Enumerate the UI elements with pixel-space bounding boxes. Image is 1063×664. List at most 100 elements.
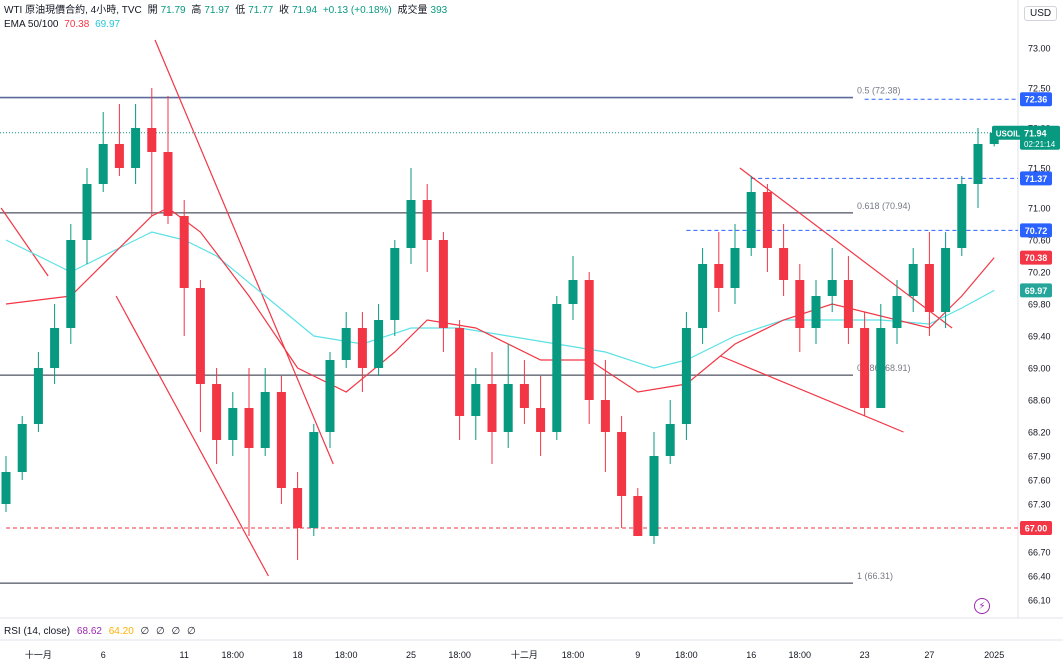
ema-label[interactable]: EMA 50/100	[4, 19, 59, 30]
price-tag-label: 70.38	[1025, 253, 1048, 263]
symbol-header: WTI 原油現價合約, 4小時, TVC 開 71.79 高 71.97 低 71.7…	[4, 5, 450, 17]
trendline	[154, 39, 334, 465]
candle-body	[244, 408, 254, 448]
price-tag-box	[1020, 171, 1052, 186]
rsi-ma-value: 64.20	[108, 626, 134, 637]
trendline	[739, 167, 953, 329]
candle-body	[309, 432, 319, 528]
y-tick-label: 68.20	[1028, 428, 1051, 438]
candle-body	[50, 328, 60, 368]
price-tag-box	[1020, 250, 1052, 265]
candle-body	[714, 264, 724, 288]
trendline	[720, 355, 904, 433]
trendline	[115, 295, 269, 577]
candle-body	[600, 400, 610, 432]
candle-body	[649, 456, 659, 536]
candle-body	[114, 144, 124, 168]
lightning-icon[interactable]: ⚡	[974, 598, 990, 614]
x-tick-label: 十一月	[25, 649, 52, 660]
candle-body	[746, 192, 756, 248]
candle-body	[17, 424, 27, 472]
y-tick-label: 66.10	[1028, 596, 1051, 606]
candle-body	[730, 248, 740, 288]
price-tag-box	[1020, 92, 1052, 107]
candle-body	[374, 320, 384, 368]
candle-body	[681, 328, 691, 424]
symbol-title[interactable]: WTI 原油現價合約, 4小時, TVC	[4, 5, 142, 16]
price-tag-label: 70.72	[1025, 226, 1048, 236]
price-tag-box	[1020, 283, 1052, 298]
x-tick-label: 2025	[984, 650, 1004, 660]
last-price-box	[1020, 125, 1060, 150]
candle-body	[438, 240, 448, 328]
x-tick-label: 18:00	[789, 650, 812, 660]
close-label: 收	[279, 5, 289, 16]
x-tick-label: 18:00	[335, 650, 358, 660]
fib-level-label: 1 (66.31)	[857, 571, 893, 581]
candle-body	[487, 384, 497, 432]
y-tick-label: 69.40	[1028, 332, 1051, 342]
y-tick-label: 67.90	[1028, 452, 1051, 462]
y-tick-label: 66.70	[1028, 548, 1051, 558]
candle-body	[552, 304, 562, 432]
candle-body	[357, 328, 367, 368]
currency-button[interactable]: USD	[1024, 6, 1058, 21]
candle-body	[617, 432, 627, 496]
candle-body	[131, 128, 141, 168]
y-tick-label: 68.60	[1028, 396, 1051, 406]
ema-header: EMA 50/100 70.38 69.97	[4, 19, 123, 31]
symbol-tag-label: USOIL	[996, 129, 1021, 138]
countdown-label: 02:21:14	[1024, 140, 1056, 149]
candle-body	[860, 328, 870, 408]
candle-body	[293, 488, 303, 528]
candle-body	[892, 296, 902, 328]
volume-label: 成交量	[397, 5, 428, 16]
candle-body	[503, 384, 513, 432]
ema100-value: 69.97	[95, 19, 121, 30]
close-value: 71.94	[292, 5, 318, 16]
rsi-header: RSI (14, close) 68.62 64.20 ∅ ∅ ∅ ∅	[4, 626, 200, 637]
candle-body	[876, 328, 886, 408]
volume-value: 393	[430, 5, 448, 16]
price-tag-label: 69.97	[1025, 286, 1048, 296]
candle-body	[228, 408, 238, 440]
x-tick-label: 23	[860, 650, 870, 660]
trendline	[0, 207, 49, 277]
candle-body	[908, 264, 918, 296]
x-tick-label: 18:00	[222, 650, 245, 660]
price-tag-label: 67.00	[1025, 524, 1048, 534]
open-label: 開	[147, 5, 158, 16]
high-label: 高	[191, 5, 202, 16]
x-tick-label: 11	[180, 650, 189, 660]
rsi-na-4: ∅	[187, 626, 196, 637]
fib-level-label: 0.5 (72.38)	[857, 86, 901, 96]
candle-body	[519, 384, 529, 408]
symbol-tag-box	[992, 125, 1024, 140]
rsi-label[interactable]: RSI (14, close)	[4, 626, 71, 637]
x-tick-label: 18:00	[675, 650, 698, 660]
rsi-na-1: ∅	[140, 626, 150, 637]
rsi-na-3: ∅	[171, 626, 181, 637]
open-value: 71.79	[160, 5, 186, 16]
candle-body	[633, 496, 643, 536]
x-tick-label: 27	[924, 650, 934, 660]
low-value: 71.77	[248, 5, 274, 16]
candle-body	[66, 240, 76, 328]
y-tick-label: 67.60	[1028, 476, 1051, 486]
y-tick-label: 67.30	[1028, 500, 1051, 510]
x-tick-label: 十二月	[511, 649, 538, 660]
candle-body	[471, 384, 481, 416]
candle-body	[147, 128, 157, 152]
y-tick-label: 71.00	[1028, 204, 1051, 214]
candle-body	[82, 184, 92, 240]
candle-body	[260, 392, 270, 448]
candle-body	[163, 152, 173, 216]
candle-body	[422, 200, 432, 240]
price-tag-label: 72.36	[1025, 95, 1048, 105]
candle-body	[568, 280, 578, 304]
candle-body	[406, 200, 416, 248]
rsi-value: 68.62	[76, 626, 102, 637]
y-tick-label: 71.50	[1028, 164, 1051, 174]
candle-body	[811, 296, 821, 328]
